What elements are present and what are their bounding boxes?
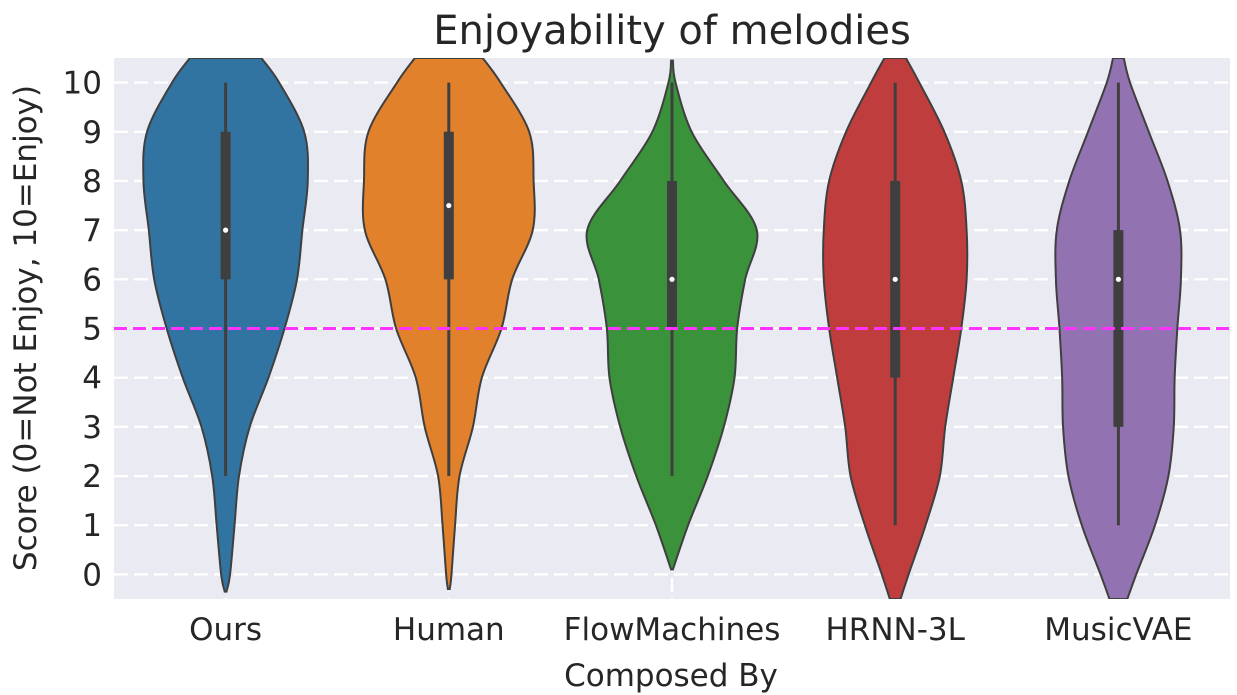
y-tick-label: 5	[82, 312, 102, 348]
y-tick-label: 3	[82, 410, 102, 446]
chart-title: Enjoyability of melodies	[433, 8, 911, 54]
x-tick-labels: Ours Human FlowMachines HRNN-3L MusicVAE	[189, 612, 1192, 648]
violin-flowmachines	[585, 59, 759, 571]
violin-median-dot	[446, 202, 452, 209]
violin-median-dot	[1115, 276, 1121, 282]
x-axis-label: Composed By	[564, 658, 778, 694]
y-tick-label: 9	[82, 115, 102, 151]
y-tick-label: 0	[82, 557, 102, 593]
y-tick-label: 10	[63, 66, 102, 102]
violin-median-dot	[669, 276, 675, 282]
x-tick-label: HRNN-3L	[825, 612, 965, 648]
y-tick-label: 7	[82, 213, 102, 249]
x-tick-label: Human	[393, 612, 505, 648]
x-tick-label: MusicVAE	[1044, 612, 1192, 648]
x-tick-label: Ours	[189, 612, 262, 648]
y-tick-label: 4	[82, 361, 102, 397]
y-tick-labels: 0 1 2 3 4 5 6 7 8 9 10	[63, 66, 102, 594]
y-tick-label: 8	[82, 164, 102, 200]
violin-median-dot	[223, 227, 229, 233]
x-tick-label: FlowMachines	[564, 612, 781, 648]
y-tick-label: 2	[82, 459, 102, 495]
y-tick-label: 1	[82, 508, 102, 544]
violin-musicvae	[1054, 58, 1183, 599]
violin-ours	[142, 58, 309, 593]
violin-median-dot	[892, 276, 898, 282]
violin-human	[361, 58, 536, 591]
y-axis-label: Score (0=Not Enjoy, 10=Enjoy)	[8, 85, 44, 571]
y-tick-label: 6	[82, 262, 102, 298]
